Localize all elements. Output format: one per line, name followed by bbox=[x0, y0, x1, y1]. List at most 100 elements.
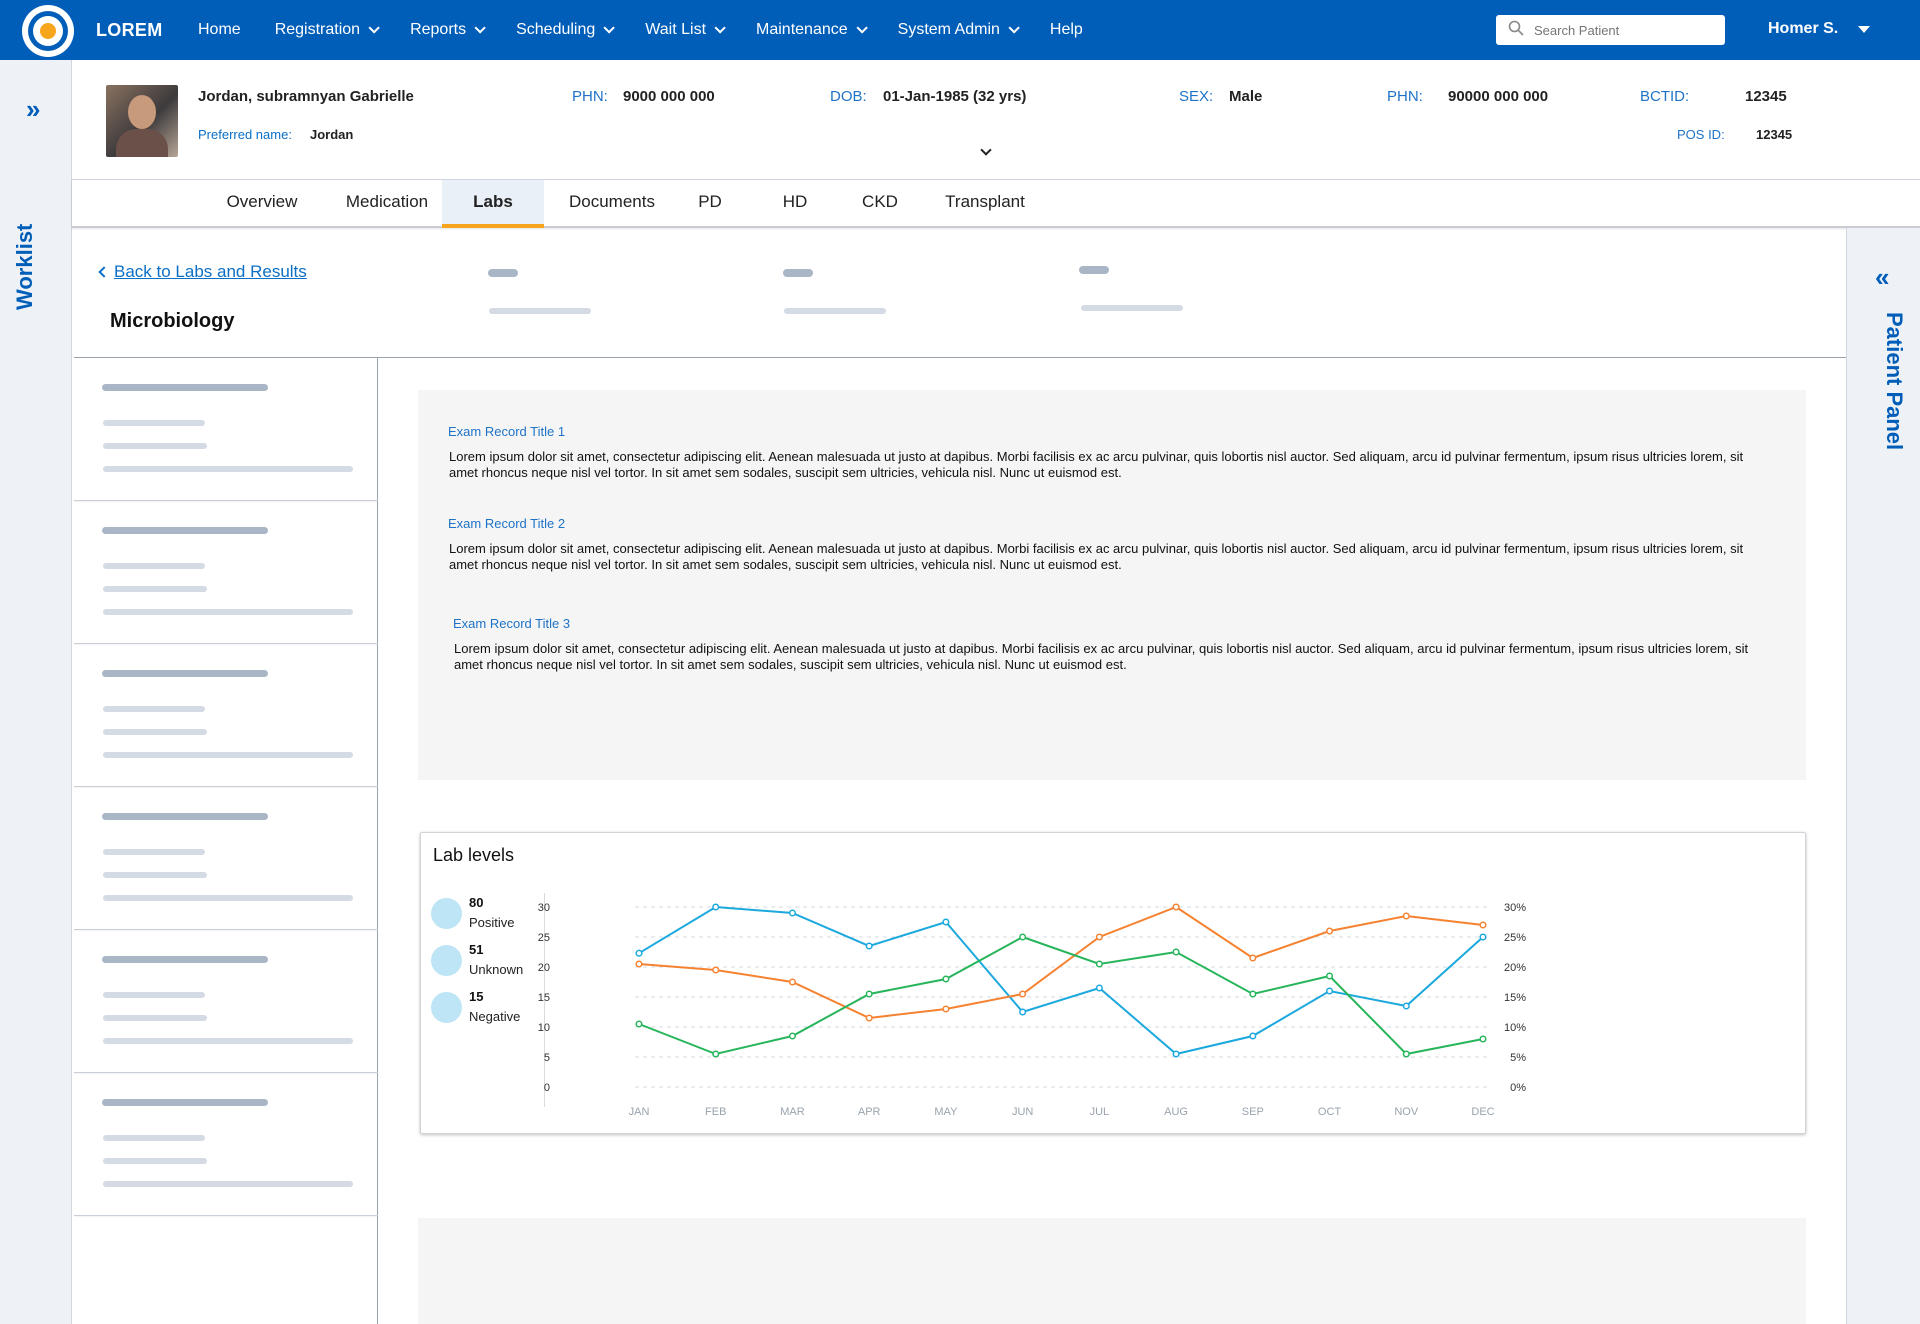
exam-record-title[interactable]: Exam Record Title 3 bbox=[453, 616, 571, 631]
patient-panel-label[interactable]: Patient Panel bbox=[1882, 312, 1907, 451]
main-nav: Home Registration Reports Scheduling Wait Li… bbox=[198, 0, 1117, 60]
app-logo[interactable] bbox=[22, 5, 74, 57]
nav-item-registration[interactable]: Registration bbox=[275, 21, 380, 39]
x-tick-label: FEB bbox=[705, 1106, 726, 1118]
dob-value: 01-Jan-1985 (32 yrs) bbox=[883, 88, 1027, 105]
skeleton-placeholder bbox=[784, 308, 886, 314]
tab-labs[interactable]: Labs bbox=[442, 180, 544, 228]
user-menu-caret-icon[interactable] bbox=[1858, 26, 1870, 33]
back-to-labs-link[interactable]: Back to Labs and Results bbox=[114, 262, 307, 281]
bottom-placeholder-card bbox=[418, 1218, 1806, 1324]
data-point bbox=[1479, 921, 1487, 929]
data-point bbox=[1325, 972, 1334, 980]
y-tick-label: 10 bbox=[538, 1022, 550, 1034]
list-item[interactable] bbox=[74, 501, 378, 644]
x-tick-label: JAN bbox=[629, 1106, 650, 1118]
worklist-rail: » Worklist bbox=[0, 60, 72, 1324]
section-title: Microbiology bbox=[110, 310, 235, 332]
chevron-down-icon bbox=[474, 22, 486, 34]
tab-documents[interactable]: Documents bbox=[569, 192, 655, 211]
expand-header-chevron-icon[interactable] bbox=[980, 144, 992, 156]
expand-worklist-icon[interactable]: » bbox=[26, 94, 41, 124]
exam-record-title[interactable]: Exam Record Title 2 bbox=[448, 516, 566, 531]
patient-avatar bbox=[106, 85, 178, 157]
chart-title: Lab levels bbox=[433, 845, 515, 865]
patient-tabs: Overview Medication Labs Documents PD HD CKD Tr… bbox=[72, 180, 1920, 228]
data-point bbox=[635, 1020, 643, 1028]
legend-unknown-dot bbox=[431, 945, 462, 976]
data-point bbox=[712, 903, 720, 911]
bctid-label: BCTID: bbox=[1640, 88, 1690, 105]
tab-pd[interactable]: PD bbox=[698, 192, 722, 211]
data-point bbox=[942, 1005, 950, 1013]
worklist-label[interactable]: Worklist bbox=[12, 223, 37, 310]
tab-overview[interactable]: Overview bbox=[226, 192, 298, 211]
x-tick-label: JUL bbox=[1090, 1106, 1110, 1118]
legend-positive-value: 80 bbox=[469, 895, 484, 910]
x-tick-label: MAR bbox=[780, 1106, 805, 1118]
tab-medication[interactable]: Medication bbox=[345, 192, 429, 211]
legend-negative-label: Negative bbox=[469, 1009, 521, 1024]
chevron-down-icon bbox=[1008, 22, 1020, 34]
y2-tick-label: 5% bbox=[1510, 1052, 1526, 1064]
phn-label: PHN: bbox=[572, 88, 608, 105]
nav-item-label: Scheduling bbox=[516, 21, 596, 38]
nav-item-help[interactable]: Help bbox=[1050, 21, 1083, 39]
x-tick-label: APR bbox=[858, 1106, 881, 1118]
data-point bbox=[1479, 933, 1487, 941]
data-point bbox=[1095, 984, 1103, 992]
nav-item-maintenance[interactable]: Maintenance bbox=[756, 21, 868, 39]
data-point bbox=[1325, 927, 1334, 935]
y-tick-label: 20 bbox=[538, 962, 550, 974]
x-tick-label: MAY bbox=[934, 1106, 958, 1118]
nav-item-label: Wait List bbox=[645, 21, 707, 38]
y2-tick-label: 0% bbox=[1510, 1082, 1526, 1094]
search-input[interactable] bbox=[1534, 22, 1714, 38]
skeleton-placeholder bbox=[489, 308, 591, 314]
legend-negative-dot bbox=[431, 992, 462, 1023]
tab-transplant[interactable]: Transplant bbox=[945, 192, 1025, 211]
y-tick-label: 5 bbox=[544, 1052, 550, 1064]
list-item[interactable] bbox=[74, 1073, 378, 1216]
list-item[interactable] bbox=[74, 358, 378, 501]
tab-ckd[interactable]: CKD bbox=[862, 192, 898, 211]
chevron-down-icon bbox=[368, 22, 380, 34]
nav-item-home[interactable]: Home bbox=[198, 21, 241, 39]
data-point bbox=[1249, 1032, 1257, 1040]
list-item[interactable] bbox=[74, 787, 378, 930]
x-tick-label: DEC bbox=[1471, 1106, 1494, 1118]
data-point bbox=[865, 942, 873, 950]
phn2-label: PHN: bbox=[1387, 88, 1423, 105]
exam-record-title[interactable]: Exam Record Title 1 bbox=[448, 424, 566, 439]
series-line bbox=[638, 905, 1484, 1056]
data-point bbox=[788, 978, 797, 986]
tab-hd[interactable]: HD bbox=[782, 192, 808, 211]
list-item[interactable] bbox=[74, 644, 378, 787]
bctid-value: 12345 bbox=[1745, 88, 1787, 105]
list-item[interactable] bbox=[74, 930, 378, 1073]
data-point bbox=[1019, 933, 1027, 941]
y2-tick-label: 15% bbox=[1504, 992, 1526, 1004]
y-tick-label: 15 bbox=[538, 992, 550, 1004]
data-point bbox=[942, 918, 950, 926]
search-box[interactable] bbox=[1496, 15, 1725, 45]
nav-item-label: Help bbox=[1049, 21, 1083, 38]
legend-unknown-label: Unknown bbox=[469, 962, 524, 977]
posid-label: POS ID: bbox=[1677, 127, 1725, 142]
data-point bbox=[1325, 987, 1334, 995]
data-point bbox=[865, 990, 873, 998]
data-point bbox=[865, 1014, 873, 1022]
legend-positive-dot bbox=[431, 898, 462, 929]
nav-item-wait-list[interactable]: Wait List bbox=[645, 21, 726, 39]
nav-item-scheduling[interactable]: Scheduling bbox=[516, 21, 616, 39]
data-point bbox=[1172, 903, 1180, 911]
data-point bbox=[635, 949, 643, 957]
nav-item-system-admin[interactable]: System Admin bbox=[898, 21, 1020, 39]
user-name[interactable]: Homer S. bbox=[1768, 20, 1839, 37]
nav-item-reports[interactable]: Reports bbox=[410, 21, 486, 39]
data-point bbox=[1095, 960, 1103, 968]
expand-patient-panel-icon[interactable]: « bbox=[1875, 262, 1890, 292]
section-divider bbox=[74, 357, 1846, 358]
back-chevron-icon[interactable] bbox=[98, 266, 110, 278]
patient-panel-rail: « Patient Panel bbox=[1846, 228, 1920, 1324]
